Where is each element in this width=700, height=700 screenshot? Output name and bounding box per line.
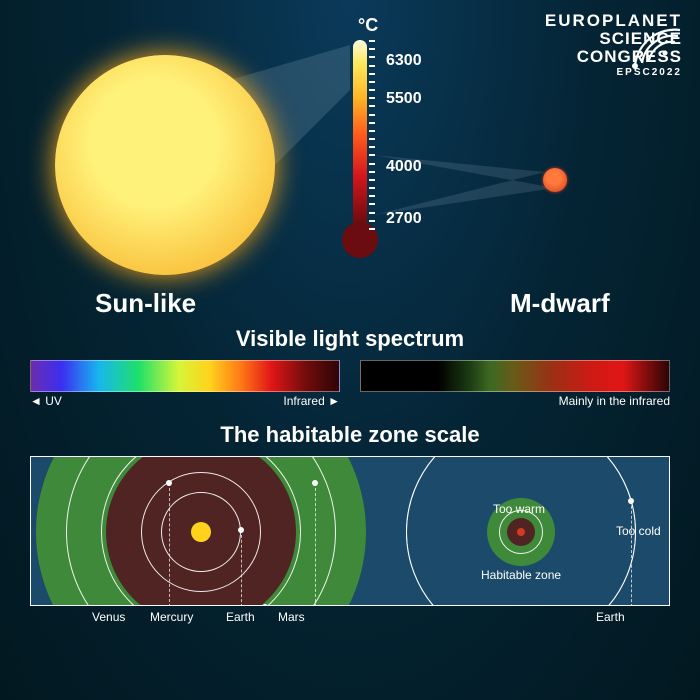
spectrum-mdwarf (360, 360, 670, 392)
planet-label-earth-mdwarf: Earth (596, 610, 625, 624)
mainly-ir-label: Mainly in the infrared (559, 394, 670, 408)
temp-4000: 4000 (386, 158, 422, 176)
planet-label-mercury: Mercury (150, 610, 193, 624)
thermo-ticks (369, 40, 375, 230)
temp-unit: °C (358, 15, 378, 36)
sunlike-label: Sun-like (95, 288, 196, 319)
temp-2700: 2700 (386, 210, 422, 228)
ir-label: Infrared ► (283, 394, 340, 408)
habitable-title: The habitable zone scale (0, 422, 700, 448)
planet-label-earth: Earth (226, 610, 255, 624)
temp-5500: 5500 (386, 90, 422, 108)
thermo-tube (353, 40, 367, 230)
planet-names-row: MercuryVenusEarthMarsEarth (0, 606, 700, 610)
spectrum-title: Visible light spectrum (0, 326, 700, 352)
planet-label-venus: Venus (92, 610, 125, 624)
sunlike-star (55, 55, 275, 275)
planet-label-mars: Mars (278, 610, 305, 624)
spectrum-row (0, 360, 700, 392)
habitable-diagram: Too warmHabitable zoneToo cold (30, 456, 670, 606)
mdwarf-star (543, 168, 567, 192)
spectrum-labels: ◄ UV Infrared ► Mainly in the infrared (0, 392, 700, 408)
spectrum-sunlike (30, 360, 340, 392)
temp-6300: 6300 (386, 52, 422, 70)
mdwarf-label: M-dwarf (510, 288, 610, 319)
star-comparison: °C 6300 5500 4000 2700 Sun-like M-dwarf (0, 0, 700, 320)
thermometer (345, 40, 375, 270)
uv-label: ◄ UV (30, 394, 62, 408)
